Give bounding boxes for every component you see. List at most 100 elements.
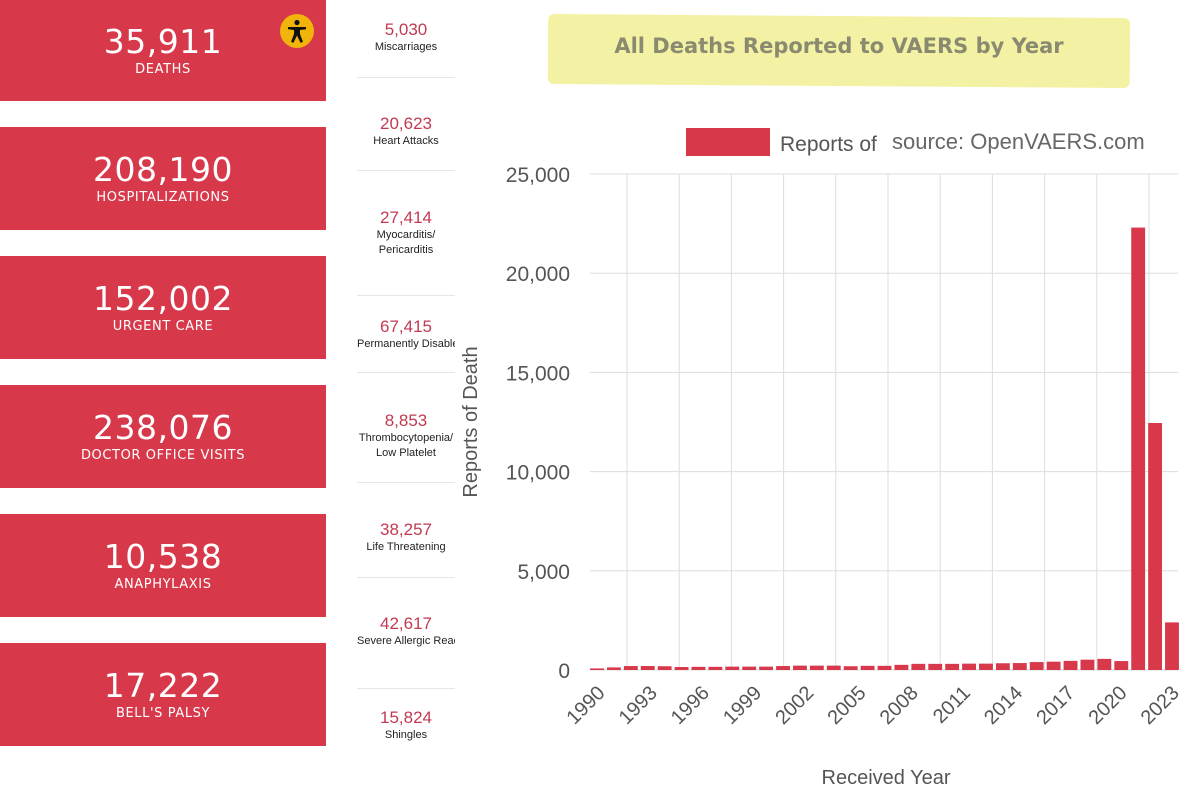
bar: [1080, 659, 1095, 670]
y-tick-label: 25,000: [506, 164, 570, 187]
side-stat-label: Myocarditis/: [376, 229, 436, 241]
bar: [742, 666, 757, 670]
divider: [357, 372, 455, 373]
accessibility-icon[interactable]: [280, 14, 314, 48]
stat-card-anaphylaxis[interactable]: 10,538 ANAPHYLAXIS: [0, 514, 326, 617]
bar: [809, 665, 824, 670]
x-tick-label: 1999: [719, 682, 766, 729]
bar: [691, 666, 706, 670]
side-stat-value: 38,257: [380, 520, 432, 539]
divider: [357, 482, 455, 483]
bar: [623, 666, 638, 670]
bar: [962, 663, 976, 670]
bar: [708, 666, 723, 670]
side-stat-miscarriages[interactable]: 5,030 Miscarriages: [357, 20, 455, 55]
stat-card-urgent-care[interactable]: 152,002 URGENT CARE: [0, 256, 326, 359]
bar: [894, 664, 909, 670]
stat-label: BELL'S PALSY: [115, 706, 211, 721]
divider: [357, 170, 455, 171]
side-stat-label: Severe Allergic Reaction: [357, 635, 455, 647]
bar: [1165, 622, 1179, 670]
stat-card-bells-palsy[interactable]: 17,222 BELL'S PALSY: [0, 643, 326, 746]
side-stat-label: Shingles: [384, 729, 428, 741]
side-stat-value: 8,853: [384, 411, 428, 430]
x-tick-label: 2020: [1085, 682, 1132, 729]
bar: [928, 663, 943, 670]
bar: [1114, 661, 1129, 670]
y-tick-label: 0: [558, 660, 570, 683]
side-stat-label: Miscarriages: [374, 41, 438, 53]
x-tick-label: 2005: [824, 682, 871, 729]
stat-value: 17,222: [103, 666, 223, 705]
y-tick-label: 5,000: [517, 561, 570, 584]
side-stat-shingles[interactable]: 15,824 Shingles: [357, 708, 455, 743]
side-stat-value: 5,030: [384, 20, 428, 39]
side-stat-value: 67,415: [380, 317, 432, 336]
side-stat-myocarditis[interactable]: 27,414 Myocarditis/ Pericarditis: [357, 208, 455, 258]
bar: [860, 665, 875, 670]
stat-card-hospitalizations[interactable]: 208,190 HOSPITALIZATIONS: [0, 127, 326, 230]
side-stat-value: 20,623: [380, 114, 432, 133]
side-stat-label: Thrombocytopenia/: [358, 432, 454, 444]
side-stat-label: Permanently Disabled: [357, 338, 455, 350]
stat-label: URGENT CARE: [112, 319, 214, 334]
x-tick-label: 2008: [876, 682, 923, 729]
bar: [657, 666, 672, 670]
bar: [979, 663, 993, 670]
bar: [725, 666, 740, 670]
stat-value: 10,538: [103, 537, 223, 576]
bar: [1012, 663, 1027, 670]
side-stat-thrombocytopenia[interactable]: 8,853 Thrombocytopenia/ Low Platelet: [357, 411, 455, 461]
side-stat-value: 15,824: [380, 708, 432, 727]
chart-grid: [590, 173, 1178, 671]
stat-value: 238,076: [93, 408, 233, 447]
x-tick-label: 2014: [980, 682, 1027, 729]
stat-card-doctor-office-visits[interactable]: 238,076 DOCTOR OFFICE VISITS: [0, 385, 326, 488]
stat-value: 35,911: [103, 22, 223, 61]
bar: [1046, 661, 1061, 670]
stat-label: ANAPHYLAXIS: [114, 577, 212, 592]
side-stat-label: Heart Attacks: [373, 135, 439, 147]
legend-swatch: [686, 128, 770, 156]
side-stat-severe-allergic-reaction[interactable]: 42,617 Severe Allergic Reaction: [357, 614, 455, 649]
side-stat-value: 27,414: [380, 208, 432, 227]
x-tick-label: 2002: [771, 682, 818, 729]
bar: [606, 667, 621, 670]
divider: [357, 295, 455, 296]
chart-title: All Deaths Reported to VAERS by Year: [614, 34, 1064, 58]
x-tick-label: 2011: [929, 682, 975, 728]
bar: [674, 667, 689, 670]
bar: [759, 666, 774, 670]
bar: [995, 663, 1010, 670]
x-tick-label: 1990: [563, 682, 610, 729]
bar: [1131, 227, 1146, 670]
x-axis-label: Received Year: [822, 767, 951, 789]
x-tick-label: 1996: [667, 682, 714, 729]
side-stat-life-threatening[interactable]: 38,257 Life Threatening: [357, 520, 455, 555]
x-tick-label: 2017: [1032, 682, 1079, 729]
bar: [793, 665, 807, 670]
stat-value: 208,190: [93, 150, 233, 189]
x-tick-label: 1993: [615, 682, 662, 729]
bar: [1097, 658, 1112, 670]
bar: [843, 666, 858, 670]
bar: [945, 663, 960, 670]
bar: [776, 666, 790, 670]
x-tick-label: 2023: [1137, 682, 1184, 729]
side-stat-permanently-disabled[interactable]: 67,415 Permanently Disabled: [357, 317, 455, 352]
bar: [590, 668, 604, 670]
stat-card-deaths[interactable]: 35,911 DEATHS: [0, 0, 326, 101]
side-stat-label: Life Threatening: [366, 541, 446, 553]
stat-value: 152,002: [93, 279, 233, 318]
divider: [357, 688, 455, 689]
y-tick-label: 10,000: [506, 462, 570, 485]
side-stat-label-line2: Pericarditis: [378, 244, 434, 256]
bar: [640, 666, 655, 670]
legend-label: Reports of: [780, 133, 877, 156]
bar: [1148, 422, 1163, 670]
bar: [826, 665, 841, 670]
side-stat-heart-attacks[interactable]: 20,623 Heart Attacks: [357, 114, 455, 149]
divider: [357, 577, 455, 578]
chart-bars: [590, 227, 1179, 670]
divider: [357, 77, 455, 78]
